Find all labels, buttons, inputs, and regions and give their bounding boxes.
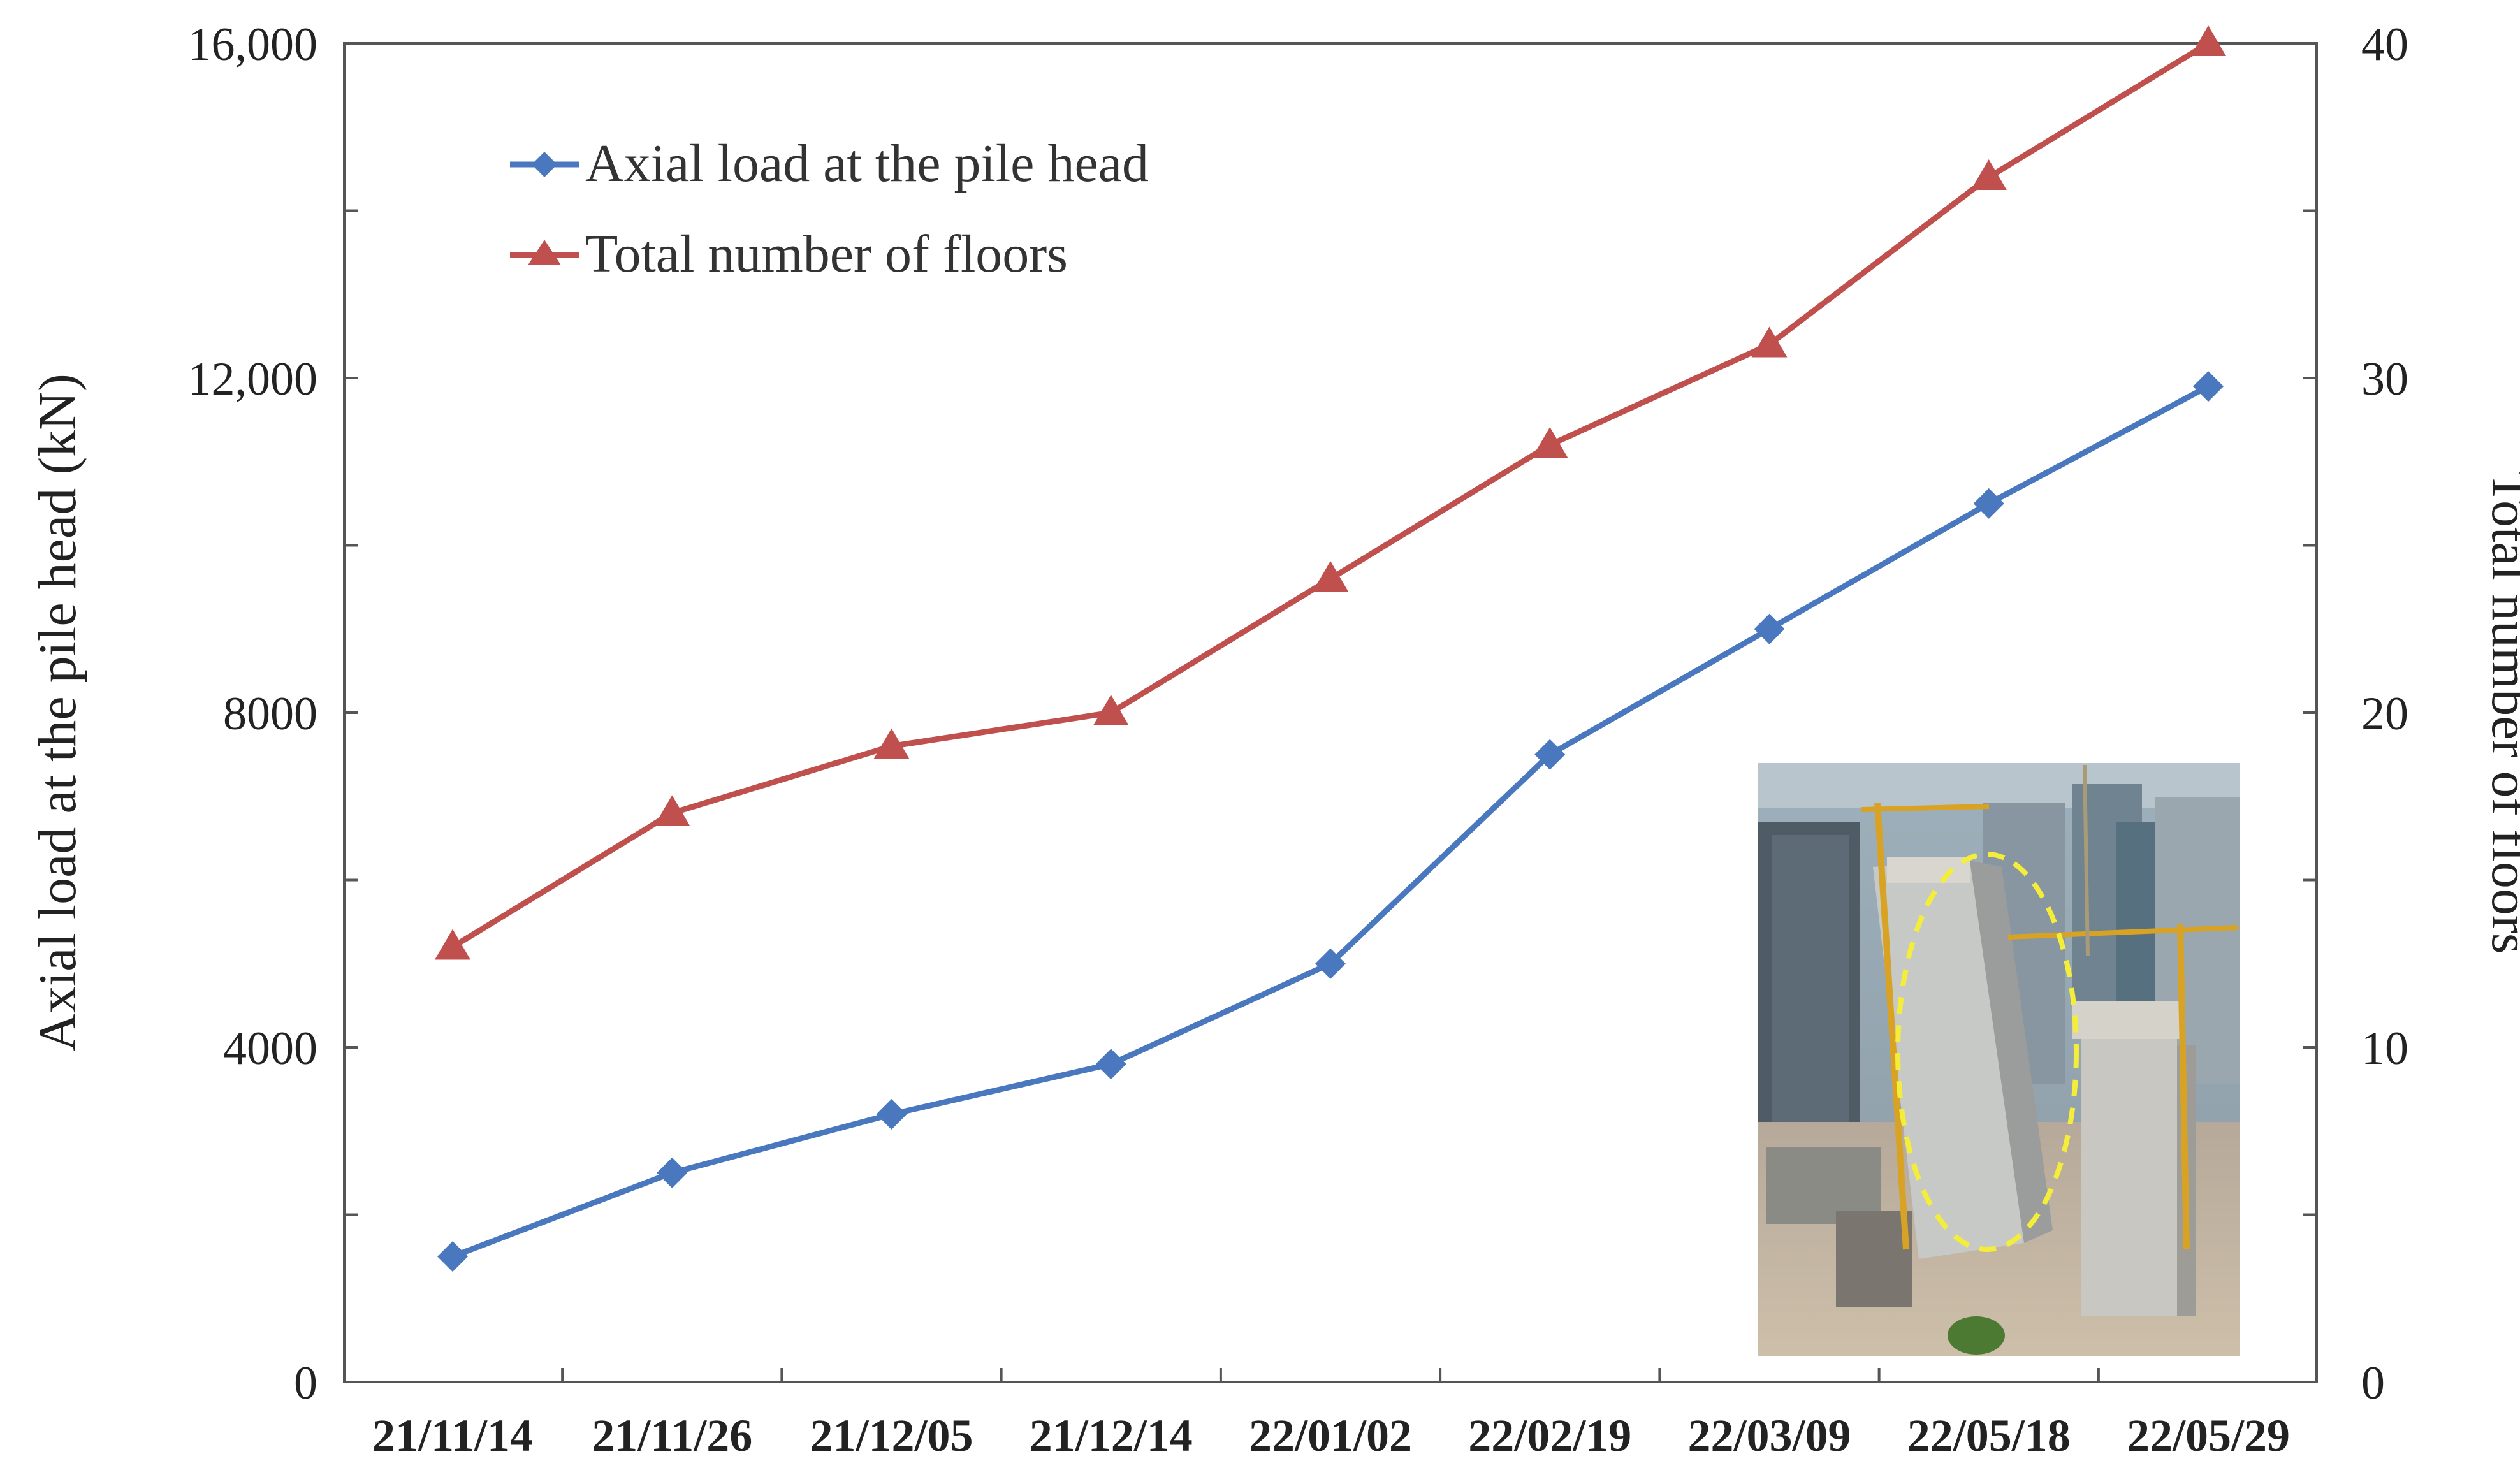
- data-point-axial-load: [1315, 948, 1346, 979]
- y2-tick-label: 10: [2361, 1022, 2408, 1075]
- y-tick-label: 4000: [223, 1022, 317, 1075]
- data-point-floors: [1970, 159, 2007, 190]
- x-tick-label: 22/05/29: [2127, 1410, 2290, 1461]
- legend-label-axial-load: Axial load at the pile head: [585, 134, 1149, 193]
- axis-ticks: 0 4000 8000 12,000 16,000 0 10 20 30 40 21/11/14 21…: [188, 18, 2409, 1461]
- data-point-axial-load: [1973, 488, 2004, 519]
- data-point-axial-load: [437, 1241, 468, 1272]
- data-point-axial-load: [876, 1099, 907, 1130]
- legend-item-axial-load: Axial load at the pile head: [510, 134, 1149, 193]
- y-tick-label: 12,000: [188, 353, 318, 405]
- legend-item-floors: Total number of floors: [510, 224, 1068, 284]
- x-tick-label: 22/02/19: [1468, 1410, 1631, 1461]
- data-point-floors: [654, 795, 690, 826]
- x-tick-label: 22/03/09: [1687, 1410, 1851, 1461]
- series-layer: [435, 25, 2226, 1272]
- y2-tick-label: 30: [2361, 353, 2408, 405]
- data-point-axial-load: [2193, 371, 2224, 402]
- legend-marker-triangle: [528, 240, 561, 265]
- y2-tick-label: 0: [2361, 1357, 2385, 1409]
- data-point-axial-load: [1534, 739, 1566, 770]
- data-point-floors: [1093, 695, 1129, 725]
- y2-tick-label: 20: [2361, 688, 2408, 740]
- x-tick-label: 22/05/18: [1907, 1410, 2071, 1461]
- data-point-axial-load: [1754, 613, 1785, 644]
- data-point-floors: [873, 728, 910, 759]
- y2-axis-title: Total number of floors: [2480, 472, 2520, 954]
- data-point-floors: [435, 929, 470, 960]
- x-tick-label: 22/01/02: [1249, 1410, 1412, 1461]
- y-tick-label: 16,000: [188, 18, 318, 71]
- x-tick-label: 21/11/26: [592, 1410, 752, 1461]
- y2-tick-label: 40: [2361, 18, 2408, 71]
- y-axis-title: Axial load at the pile head (kN): [28, 374, 87, 1052]
- x-tick-label: 21/12/05: [810, 1410, 973, 1461]
- x-tick-label: 21/11/14: [372, 1410, 533, 1461]
- data-point-axial-load: [657, 1157, 688, 1188]
- construction-photo: [1758, 763, 2240, 1356]
- data-point-floors: [2190, 25, 2226, 56]
- y-tick-label: 8000: [223, 688, 317, 740]
- legend-marker-diamond: [532, 152, 557, 177]
- data-point-axial-load: [1095, 1049, 1126, 1080]
- data-point-floors: [1751, 326, 1788, 358]
- legend: Axial load at the pile head Total number…: [510, 134, 1149, 284]
- y-tick-label: 0: [294, 1357, 317, 1409]
- data-point-floors: [1313, 561, 1348, 592]
- data-point-floors: [1532, 427, 1568, 458]
- legend-label-floors: Total number of floors: [585, 224, 1068, 284]
- x-tick-label: 21/12/14: [1030, 1410, 1193, 1461]
